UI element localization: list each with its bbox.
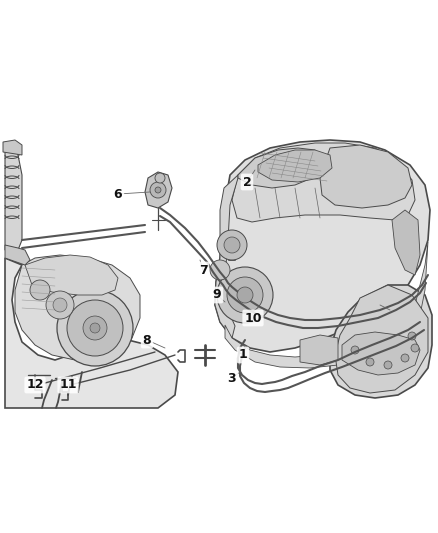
Polygon shape <box>225 242 428 368</box>
Circle shape <box>90 323 100 333</box>
Polygon shape <box>5 145 22 250</box>
Circle shape <box>408 332 416 340</box>
Circle shape <box>155 173 165 183</box>
Circle shape <box>411 344 419 352</box>
Circle shape <box>384 361 392 369</box>
Polygon shape <box>320 145 412 208</box>
Circle shape <box>83 316 107 340</box>
Text: 12: 12 <box>26 378 44 392</box>
Circle shape <box>366 358 374 366</box>
Circle shape <box>237 287 253 303</box>
Text: 11: 11 <box>59 378 77 392</box>
Circle shape <box>57 290 133 366</box>
Text: 7: 7 <box>198 263 207 277</box>
Text: 3: 3 <box>228 372 237 384</box>
Circle shape <box>210 260 230 280</box>
Polygon shape <box>238 148 318 188</box>
Polygon shape <box>5 245 30 265</box>
Circle shape <box>217 267 273 323</box>
Circle shape <box>217 230 247 260</box>
Polygon shape <box>15 255 140 360</box>
Polygon shape <box>300 335 338 365</box>
Circle shape <box>150 182 166 198</box>
Text: 6: 6 <box>114 188 122 200</box>
Polygon shape <box>5 258 178 408</box>
Polygon shape <box>342 332 420 375</box>
Polygon shape <box>3 140 22 155</box>
Polygon shape <box>392 210 420 275</box>
Text: 2: 2 <box>243 175 251 189</box>
Circle shape <box>351 346 359 354</box>
Circle shape <box>53 298 67 312</box>
Polygon shape <box>145 172 172 208</box>
Polygon shape <box>25 255 118 295</box>
Text: 1: 1 <box>239 349 247 361</box>
Polygon shape <box>215 175 238 338</box>
Text: 9: 9 <box>213 288 221 302</box>
Polygon shape <box>232 143 415 222</box>
Text: 10: 10 <box>244 311 262 325</box>
Circle shape <box>67 300 123 356</box>
Polygon shape <box>215 140 430 352</box>
Circle shape <box>30 280 50 300</box>
Polygon shape <box>225 285 258 315</box>
Polygon shape <box>335 285 428 393</box>
Polygon shape <box>330 285 432 398</box>
Circle shape <box>401 354 409 362</box>
Polygon shape <box>258 150 332 182</box>
Circle shape <box>224 237 240 253</box>
Circle shape <box>227 277 263 313</box>
Circle shape <box>46 291 74 319</box>
Circle shape <box>155 187 161 193</box>
Text: 8: 8 <box>143 334 151 346</box>
